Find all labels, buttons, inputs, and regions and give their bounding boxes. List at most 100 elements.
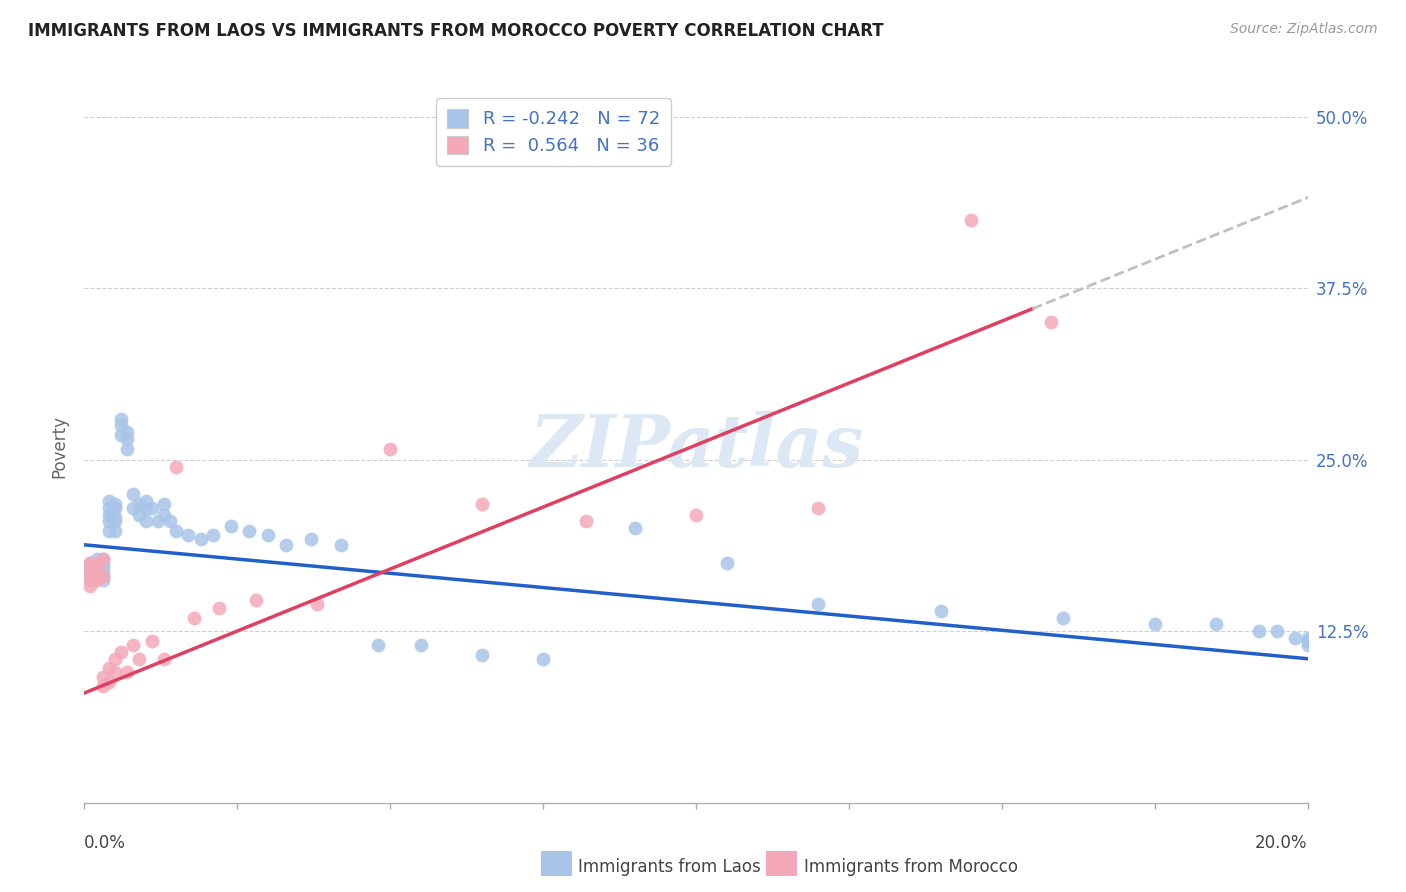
Point bbox=[141, 633, 163, 648]
Point bbox=[122, 500, 145, 515]
Point bbox=[104, 665, 127, 680]
Text: 0.0%: 0.0% bbox=[84, 834, 127, 852]
Point bbox=[91, 551, 114, 566]
Point bbox=[1205, 617, 1227, 632]
Point bbox=[79, 559, 101, 574]
Point bbox=[141, 500, 163, 515]
Point bbox=[115, 442, 138, 456]
Point bbox=[238, 524, 260, 538]
Text: Source: ZipAtlas.com: Source: ZipAtlas.com bbox=[1230, 22, 1378, 37]
Point bbox=[1296, 633, 1319, 648]
Point bbox=[1143, 617, 1166, 632]
Point bbox=[79, 579, 101, 593]
Text: Immigrants from Morocco: Immigrants from Morocco bbox=[804, 858, 1018, 876]
Point bbox=[86, 569, 108, 583]
Text: Immigrants from Laos: Immigrants from Laos bbox=[578, 858, 761, 876]
Point bbox=[245, 592, 267, 607]
Point bbox=[104, 500, 127, 515]
Point bbox=[807, 597, 830, 611]
Point bbox=[86, 559, 108, 574]
Point bbox=[305, 597, 328, 611]
Point bbox=[929, 604, 952, 618]
Point bbox=[86, 574, 108, 588]
Point bbox=[115, 432, 138, 446]
Point bbox=[1265, 624, 1288, 639]
Point bbox=[86, 566, 108, 580]
Point bbox=[367, 638, 389, 652]
Point bbox=[97, 515, 120, 529]
Point bbox=[91, 574, 114, 588]
Point bbox=[208, 601, 231, 615]
Point bbox=[122, 487, 145, 501]
Point bbox=[807, 500, 830, 515]
Point bbox=[91, 559, 114, 574]
Text: ZIPatlas: ZIPatlas bbox=[529, 410, 863, 482]
Point bbox=[183, 610, 205, 624]
Point bbox=[91, 566, 114, 580]
Point bbox=[135, 515, 157, 529]
Point bbox=[86, 562, 108, 576]
Point bbox=[79, 562, 101, 576]
Point bbox=[330, 538, 353, 552]
Point bbox=[165, 459, 187, 474]
Point bbox=[128, 508, 150, 522]
Point bbox=[1247, 624, 1270, 639]
Point bbox=[409, 638, 432, 652]
Point bbox=[159, 515, 181, 529]
Point bbox=[79, 566, 101, 580]
Point bbox=[110, 411, 132, 425]
Point bbox=[471, 497, 494, 511]
Point bbox=[716, 556, 738, 570]
Point bbox=[79, 566, 101, 580]
Y-axis label: Poverty: Poverty bbox=[51, 415, 69, 477]
Point bbox=[86, 556, 108, 570]
Point bbox=[153, 651, 176, 665]
Point bbox=[115, 665, 138, 680]
Point bbox=[122, 638, 145, 652]
Point bbox=[97, 661, 120, 675]
Point bbox=[86, 569, 108, 583]
Point bbox=[135, 500, 157, 515]
Point bbox=[86, 559, 108, 574]
Point bbox=[624, 521, 647, 535]
Point bbox=[79, 574, 101, 588]
Point bbox=[79, 556, 101, 570]
Legend: R = -0.242   N = 72, R =  0.564   N = 36: R = -0.242 N = 72, R = 0.564 N = 36 bbox=[436, 98, 671, 166]
Point bbox=[104, 651, 127, 665]
Point bbox=[1039, 316, 1062, 330]
Point bbox=[110, 418, 132, 433]
Point bbox=[153, 508, 176, 522]
Point bbox=[276, 538, 298, 552]
Text: 20.0%: 20.0% bbox=[1256, 834, 1308, 852]
Point bbox=[91, 556, 114, 570]
Point bbox=[201, 528, 224, 542]
Point bbox=[104, 524, 127, 538]
Point bbox=[575, 515, 598, 529]
Point bbox=[104, 497, 127, 511]
Point bbox=[97, 494, 120, 508]
Point bbox=[219, 518, 242, 533]
Point bbox=[190, 533, 212, 547]
Point bbox=[1296, 633, 1319, 648]
Point bbox=[97, 500, 120, 515]
Point bbox=[79, 569, 101, 583]
Point bbox=[960, 212, 983, 227]
Point bbox=[146, 515, 169, 529]
Point bbox=[97, 508, 120, 522]
Point bbox=[86, 551, 108, 566]
Point bbox=[91, 679, 114, 693]
Point bbox=[685, 508, 707, 522]
Point bbox=[177, 528, 200, 542]
Point bbox=[91, 551, 114, 566]
Point bbox=[91, 569, 114, 583]
Point bbox=[86, 556, 108, 570]
Point bbox=[110, 645, 132, 659]
Point bbox=[1052, 610, 1074, 624]
Point bbox=[1296, 631, 1319, 645]
Point bbox=[104, 510, 127, 524]
Point bbox=[299, 533, 322, 547]
Point bbox=[165, 524, 187, 538]
Point bbox=[97, 524, 120, 538]
Point bbox=[91, 669, 114, 683]
Point bbox=[380, 442, 402, 456]
